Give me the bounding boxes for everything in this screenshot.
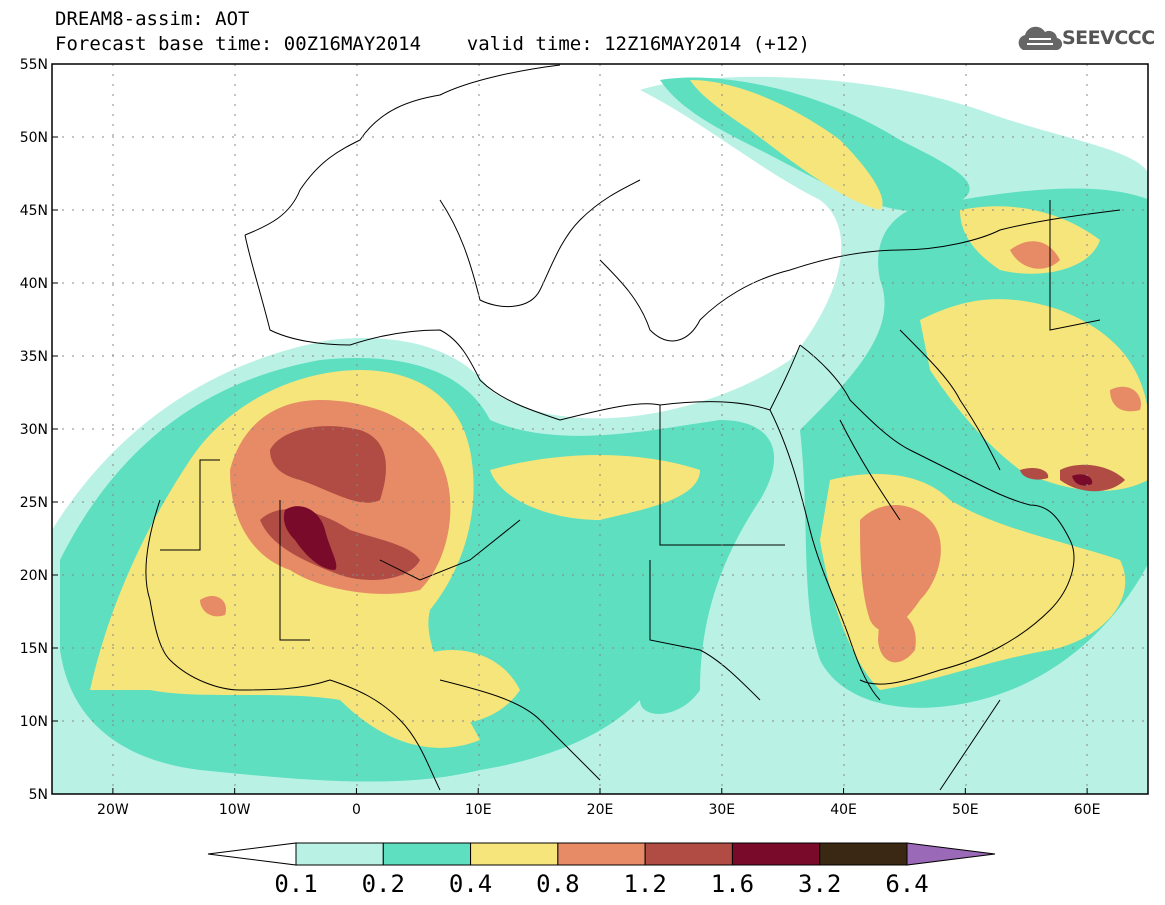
- colorbar-label: 1.2: [623, 870, 667, 898]
- lat-tick-label: 20N: [20, 568, 48, 584]
- colorbar-swatch: [470, 842, 559, 866]
- lon-tick-label: 10W: [219, 802, 251, 818]
- lon-tick-label: 30E: [708, 802, 735, 818]
- colorbar-label: 0.1: [274, 870, 318, 898]
- lon-tick-label: 20E: [587, 802, 614, 818]
- lat-tick-label: 50N: [20, 130, 48, 146]
- colorbar-swatch: [819, 842, 908, 866]
- colorbar-swatch: [382, 842, 472, 866]
- lon-tick-label: 0: [352, 802, 361, 818]
- cloud-icon: [1018, 26, 1063, 51]
- lat-tick-label: 15N: [20, 641, 48, 657]
- lat-tick-label: 40N: [20, 276, 48, 292]
- colorbar-label: 0.8: [536, 870, 580, 898]
- chart-subtitle: Forecast base time: 00Z16MAY2014 valid t…: [55, 33, 810, 55]
- chart-title: DREAM8-assim: AOT: [55, 8, 250, 30]
- colorbar-label: 3.2: [798, 870, 842, 898]
- lon-tick-label: 50E: [952, 802, 979, 818]
- grid: [52, 64, 1148, 794]
- colorbar-label: 0.4: [448, 870, 493, 898]
- lat-tick-label: 35N: [20, 349, 48, 365]
- colorbar: [207, 842, 996, 866]
- lat-tick-label: 45N: [20, 203, 48, 219]
- lat-tick-label: 55N: [20, 57, 48, 73]
- lon-tick-label: 40E: [830, 802, 857, 818]
- lat-tick-label: 5N: [29, 787, 48, 803]
- colorbar-label: 6.4: [885, 870, 929, 898]
- colorbar-swatch: [731, 842, 821, 866]
- aot-field: [52, 64, 1148, 794]
- lat-tick-label: 10N: [20, 714, 48, 730]
- logo-text: SEEVCCC: [1062, 27, 1155, 49]
- colorbar-min-arrow: [207, 842, 297, 866]
- colorbar-swatch: [295, 842, 384, 866]
- lon-tick-label: 60E: [1074, 802, 1101, 818]
- colorbar-swatch: [557, 842, 646, 866]
- colorbar-label: 1.6: [710, 870, 755, 898]
- colorbar-max-arrow: [906, 842, 996, 866]
- lat-tick-label: 30N: [20, 422, 48, 438]
- lon-tick-label: 10E: [465, 802, 492, 818]
- colorbar-swatch: [644, 842, 733, 866]
- colorbar-label: 0.2: [361, 870, 405, 898]
- lat-tick-label: 25N: [20, 495, 48, 511]
- lon-tick-label: 20W: [97, 802, 129, 818]
